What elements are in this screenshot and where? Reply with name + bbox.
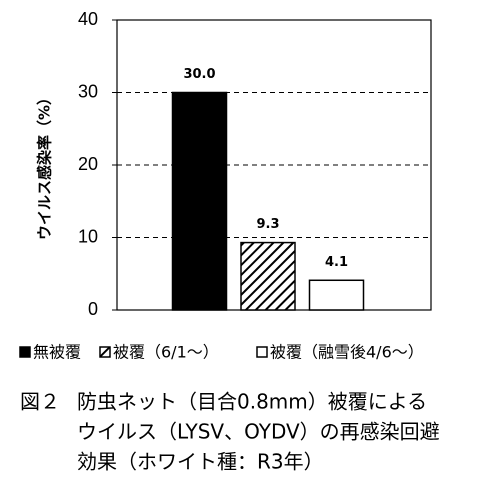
- legend-swatch: [19, 346, 31, 358]
- caption-line: 防虫ネット（目合0.8mm）被覆による: [77, 390, 427, 414]
- caption-label: 図２: [20, 390, 60, 414]
- legend-swatch: [99, 346, 111, 358]
- legend-label: 被覆（融雪後4/6～）: [270, 343, 424, 362]
- value-label: 9.3: [256, 217, 279, 232]
- y-axis-label: ウイルス感染率（%）: [36, 90, 54, 240]
- y-tick-label: 30: [78, 81, 98, 101]
- legend-swatch: [256, 346, 268, 358]
- y-tick-label: 10: [78, 226, 98, 246]
- bar: [171, 91, 228, 311]
- y-tick-label: 0: [88, 299, 98, 319]
- value-label: 30.0: [183, 67, 215, 82]
- y-tick-label: 40: [78, 9, 98, 29]
- y-tick-label: 20: [78, 154, 98, 174]
- caption-line: 効果（ホワイト種：R3年）: [77, 450, 324, 474]
- value-label: 4.1: [325, 255, 348, 270]
- legend-label: 被覆（6/1～）: [113, 343, 219, 362]
- bar: [308, 279, 365, 311]
- bar: [240, 241, 296, 311]
- caption-line: ウイルス（LYSV、OYDV）の再感染回避: [77, 420, 440, 444]
- legend-label: 無被覆: [33, 343, 81, 362]
